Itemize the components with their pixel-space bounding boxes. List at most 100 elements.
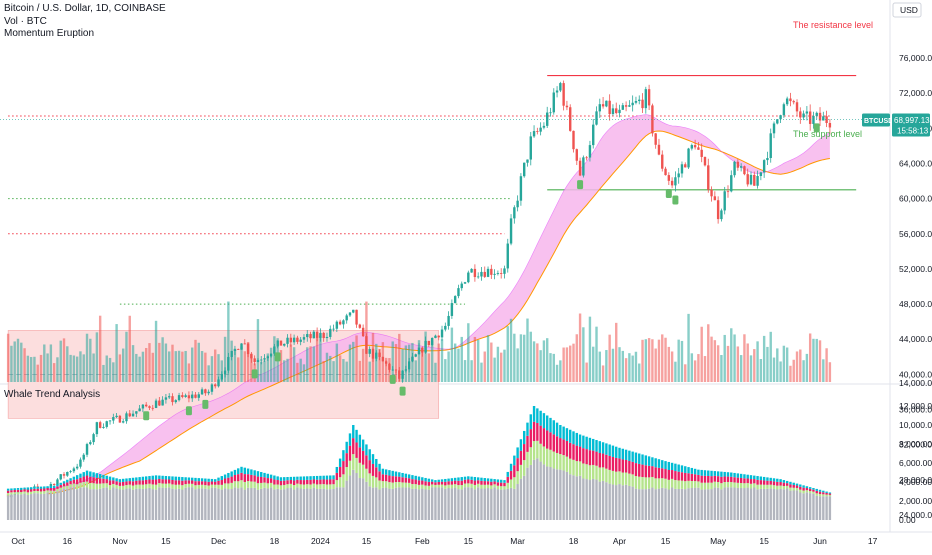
whale-bar-green — [154, 484, 158, 490]
volume-bar — [582, 327, 585, 382]
whale-bar-gray — [59, 490, 62, 520]
whale-bar-cyan — [490, 478, 493, 482]
volume-bar — [115, 324, 118, 382]
whale-bar-cyan — [164, 475, 168, 480]
whale-bar-red — [700, 475, 703, 483]
symbol-title[interactable]: Bitcoin / U.S. Dollar, 1D, COINBASE — [4, 3, 166, 14]
whale-bar-red — [453, 480, 457, 485]
candle-body — [509, 218, 513, 244]
candle-body — [194, 394, 197, 398]
volume-bar — [112, 362, 115, 382]
candle-body — [112, 417, 115, 421]
volume-bar — [450, 327, 454, 382]
whale-bar-gray — [470, 487, 473, 520]
whale-bar-green — [289, 483, 293, 488]
whale-bar-cyan — [703, 470, 707, 476]
whale-bar-cyan — [312, 476, 316, 480]
whale-bars-group — [6, 406, 832, 520]
whale-bar-cyan — [782, 480, 786, 483]
candle-body — [611, 108, 615, 115]
candle-body — [56, 479, 59, 485]
candle-body — [414, 354, 417, 357]
whale-bar-gray — [624, 484, 628, 520]
whale-bar-green — [401, 482, 404, 488]
volume-bar — [733, 334, 736, 382]
volume-bar — [16, 338, 20, 382]
whale-bar-gray — [401, 487, 404, 520]
volume-bar — [674, 361, 677, 382]
candle-body — [217, 379, 220, 387]
whale-bar-cyan — [667, 461, 671, 471]
whale-bar-gray — [292, 489, 296, 520]
whale-bar-green — [417, 484, 421, 490]
whale-bar-gray — [105, 487, 108, 520]
whale-bar-red — [194, 481, 197, 486]
whale-bar-red — [269, 478, 273, 483]
whale-bar-gray — [161, 487, 164, 520]
whale-bar-gray — [805, 492, 809, 520]
whale-bar-green — [644, 477, 648, 490]
whale-bar-gray — [177, 488, 181, 520]
signal-marker — [143, 411, 150, 421]
whale-bar-cyan — [184, 477, 187, 481]
candle-body — [546, 112, 549, 126]
volume-bar — [171, 344, 174, 382]
indicator-label[interactable]: Momentum Eruption — [4, 28, 95, 39]
whale-bar-green — [434, 484, 437, 488]
candle-body — [115, 415, 118, 418]
volume-bar — [401, 349, 404, 382]
candle-body — [638, 99, 641, 102]
whale-bar-cyan — [766, 477, 769, 481]
whale-bar-green — [772, 485, 776, 489]
price-axis-tick: 48,000.00 — [899, 299, 932, 309]
whale-bar-green — [121, 485, 125, 490]
whale-bar-cyan — [542, 413, 546, 429]
whale-bar-red — [684, 472, 687, 482]
volume-bar — [720, 355, 723, 382]
whale-bar-cyan — [634, 452, 638, 464]
whale-bar-gray — [565, 471, 569, 520]
whale-bar-green — [710, 482, 713, 490]
whale-bar-red — [595, 451, 598, 466]
whale-bar-cyan — [628, 450, 631, 461]
whale-bar-red — [240, 472, 243, 481]
whale-bar-green — [89, 483, 92, 490]
whale-bar-green — [33, 490, 36, 494]
volume-label[interactable]: Vol · BTC — [4, 16, 47, 27]
volume-bar — [565, 347, 569, 382]
whale-bar-green — [62, 486, 66, 490]
whale-bar-red — [398, 476, 401, 483]
volume-bar — [522, 334, 526, 382]
whale-bar-gray — [733, 487, 736, 520]
whale-bar-green — [562, 455, 565, 471]
whale-bar-gray — [296, 487, 299, 520]
whale-bar-cyan — [730, 472, 733, 477]
volume-bar — [743, 334, 746, 382]
whale-bar-green — [345, 467, 348, 481]
whale-bar-red — [98, 478, 102, 484]
whale-bar-green — [654, 478, 657, 490]
whale-bar-green — [72, 483, 76, 488]
volume-bar — [470, 360, 473, 382]
whale-bar-gray — [792, 490, 795, 520]
volume-bar — [345, 361, 348, 382]
candle-body — [690, 145, 694, 149]
whale-bar-green — [615, 471, 618, 486]
whale-bar-gray — [128, 488, 131, 520]
whale-bar-cyan — [818, 489, 822, 492]
whale-bar-green — [647, 477, 651, 489]
volume-bar — [785, 347, 789, 382]
whale-bar-green — [493, 484, 496, 488]
volume-bar — [223, 336, 227, 382]
candle-body — [555, 90, 559, 93]
whale-bar-gray — [384, 487, 388, 520]
whale-bar-gray — [578, 475, 582, 520]
whale-bar-gray — [421, 488, 424, 520]
whale-bar-gray — [141, 488, 145, 520]
volume-bar — [546, 338, 549, 382]
whale-bar-green — [20, 492, 23, 495]
whale-bar-cyan — [756, 476, 759, 480]
lower-pane-title[interactable]: Whale Trend Analysis — [4, 389, 101, 400]
whale-bar-green — [447, 484, 450, 489]
